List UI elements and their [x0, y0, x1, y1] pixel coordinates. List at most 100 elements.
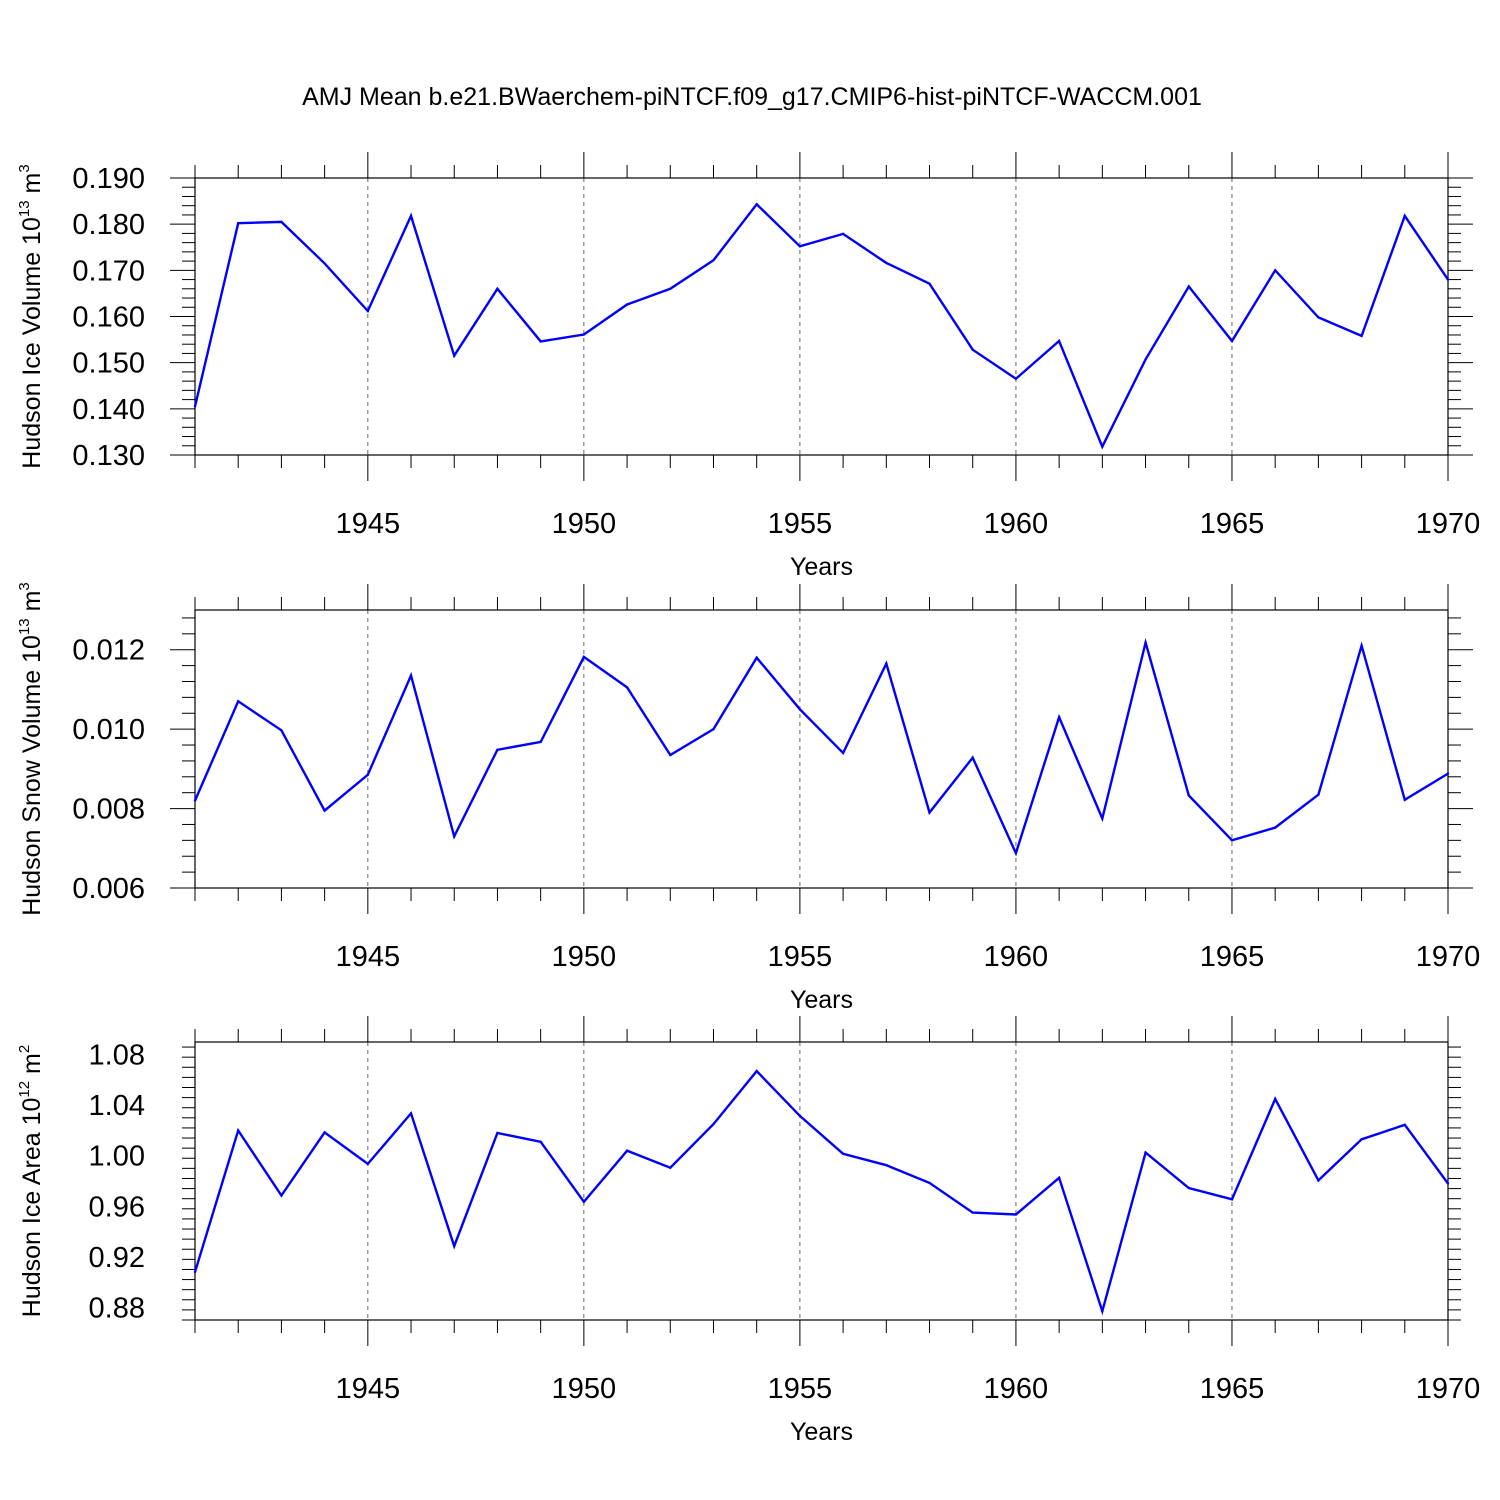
data-point: [323, 262, 326, 265]
x-tick-label: 1960: [984, 1373, 1049, 1405]
data-point: [1230, 1198, 1234, 1201]
series-line: [193, 202, 1449, 450]
data-point: [1144, 358, 1147, 361]
data-point: [841, 751, 845, 755]
data-point: [755, 203, 758, 206]
data-point: [1446, 1182, 1450, 1185]
plot-frame: [194, 177, 1449, 456]
data-point: [496, 287, 499, 290]
y-tick-label: 0.150: [72, 348, 145, 380]
data-point: [1014, 851, 1018, 855]
x-tick-label: 1960: [984, 941, 1049, 973]
x-tick-label: 1955: [768, 1373, 833, 1405]
data-point: [582, 1200, 586, 1204]
data-point: [409, 1112, 413, 1115]
data-point: [841, 232, 845, 236]
data-point: [1187, 794, 1190, 797]
x-tick-label: 1945: [336, 941, 401, 973]
data-point: [1317, 316, 1320, 319]
data-point: [1014, 1213, 1018, 1216]
data-point: [1057, 716, 1061, 719]
data-point: [669, 287, 672, 290]
data-point: [193, 405, 197, 408]
data-point: [323, 809, 326, 812]
y-axis-label: Hudson Ice Area 1012 m2: [16, 1045, 46, 1317]
data-point: [323, 1131, 326, 1134]
data-point: [798, 708, 802, 711]
data-point: [1187, 285, 1190, 288]
y-axis-label-mid: m: [18, 591, 46, 619]
y-tick-label: 0.008: [72, 794, 145, 826]
data-point: [193, 1270, 197, 1274]
y-axis-label-exp2: 2: [16, 1045, 33, 1053]
x-tick-label: 1950: [552, 1373, 617, 1405]
x-tick-label: 1955: [768, 941, 833, 973]
data-point: [625, 686, 629, 689]
y-axis-label-exp2: 3: [16, 164, 33, 172]
y-tick-label: 0.010: [72, 714, 145, 746]
data-point: [409, 214, 413, 218]
data-point: [971, 1211, 974, 1214]
snow-volume-panel: 0.006 0.008 0.010 0.012 1945 1950 1955 1960 1965…: [16, 582, 1480, 1014]
data-point: [885, 261, 888, 265]
y-tick-label: 0.012: [72, 635, 145, 667]
data-point: [1273, 1097, 1277, 1101]
ice-area-panel: 0.88 0.92 0.96 1.00 1.04 1.08 1945 1950 1955 1960…: [16, 1016, 1480, 1446]
data-point: [539, 340, 542, 343]
y-tick-label: 1.00: [89, 1141, 145, 1173]
data-point: [280, 1194, 283, 1197]
y-tick-label: 0.88: [89, 1292, 145, 1324]
y-axis-label-base: Hudson Snow Volume 10: [18, 635, 46, 916]
data-point: [453, 1244, 456, 1248]
y-axis-label: Hudson Snow Volume 1013 m3: [16, 582, 46, 916]
x-tick-label: 1950: [552, 508, 617, 540]
ice-volume-panel: 0.130 0.140 0.150 0.160 0.170 0.180 0.190 1945 1…: [16, 152, 1480, 581]
x-tick-label: 1960: [984, 508, 1049, 540]
data-point: [496, 1131, 499, 1135]
y-axis-label-exp2: 3: [16, 582, 33, 590]
data-point: [496, 748, 499, 751]
x-axis-label: Years: [790, 986, 853, 1014]
data-point: [841, 1152, 845, 1156]
data-point: [755, 1069, 758, 1073]
x-tick-label: 1945: [336, 508, 401, 540]
x-tick-label: 1965: [1200, 508, 1265, 540]
y-axis-label-exp1: 13: [16, 200, 33, 217]
series-line: [193, 637, 1449, 857]
data-point: [1403, 798, 1406, 802]
data-point: [928, 1181, 931, 1185]
data-point: [625, 303, 629, 306]
data-point: [1446, 772, 1450, 775]
figure-title: AMJ Mean b.e21.BWaerchem-piNTCF.f09_g17.…: [302, 83, 1202, 111]
y-axis-label-mid: m: [18, 173, 46, 201]
y-axis-label-base: Hudson Ice Volume 10: [18, 217, 46, 469]
data-point: [1317, 1179, 1320, 1182]
data-point: [1360, 334, 1363, 338]
plot-frame: [194, 1041, 1449, 1321]
data-point: [885, 662, 888, 665]
data-point: [539, 1140, 542, 1144]
x-tick-label: 1970: [1416, 1373, 1481, 1405]
data-point: [366, 309, 370, 313]
y-tick-label: 0.190: [72, 163, 145, 195]
y-axis-label-exp1: 13: [16, 618, 33, 635]
x-tick-label: 1955: [768, 508, 833, 540]
data-point: [712, 258, 715, 262]
data-point: [366, 1162, 370, 1166]
data-point: [1273, 269, 1277, 272]
data-point: [971, 348, 974, 351]
data-point: [539, 740, 542, 744]
data-point: [798, 1114, 802, 1118]
data-point: [280, 220, 283, 224]
data-point: [1446, 278, 1450, 281]
data-point: [625, 1149, 629, 1152]
y-axis-label-base: Hudson Ice Area 10: [18, 1098, 46, 1318]
data-point: [1101, 1309, 1104, 1313]
data-point: [453, 835, 456, 838]
data-point: [712, 727, 715, 731]
data-point: [712, 1122, 715, 1126]
data-point: [1014, 377, 1018, 381]
data-point: [193, 799, 197, 802]
x-tick-label: 1965: [1200, 1373, 1265, 1405]
